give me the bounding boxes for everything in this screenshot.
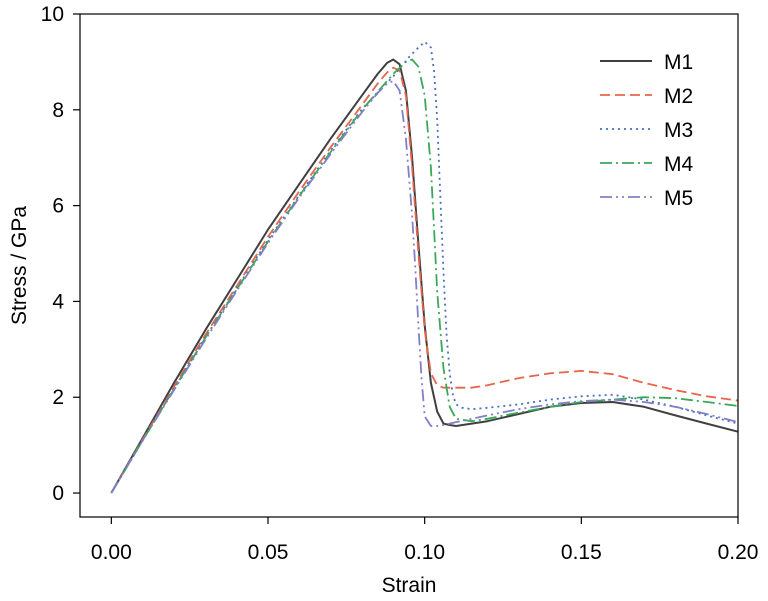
y-tick-label: 0 [52, 482, 64, 505]
legend-label-m4: M4 [664, 153, 693, 176]
y-axis-label: Stress / GPa [8, 206, 31, 325]
legend-label-m3: M3 [664, 119, 693, 142]
plot-series [110, 40, 739, 494]
legend-label-m1: M1 [664, 51, 693, 74]
series-line-m5 [110, 80, 739, 494]
legend-label-m5: M5 [664, 187, 693, 210]
x-axis-ticks: 0.00 0.05 0.10 0.15 0.20 [91, 517, 759, 564]
x-axis-label: Strain [382, 574, 437, 597]
y-tick-label: 2 [52, 386, 64, 409]
y-tick-label: 4 [52, 290, 64, 313]
series-line-m2 [110, 66, 739, 494]
y-tick-label: 6 [52, 195, 64, 218]
y-tick-label: 8 [52, 99, 64, 122]
series-line-m4 [110, 58, 739, 494]
legend-label-m2: M2 [664, 85, 693, 108]
legend: M1 M2 M3 M4 M5 [600, 51, 693, 210]
x-tick-label: 0.05 [248, 541, 289, 564]
plot-frame [79, 13, 739, 518]
x-tick-label: 0.10 [404, 541, 445, 564]
series-line-m1 [110, 58, 739, 494]
x-tick-label: 0.15 [561, 541, 602, 564]
y-axis-ticks: 0 2 4 6 8 10 [41, 3, 80, 505]
x-tick-label: 0.00 [91, 541, 132, 564]
x-tick-label: 0.20 [718, 541, 759, 564]
y-tick-label: 10 [41, 3, 64, 26]
series-line-m3 [110, 40, 739, 494]
